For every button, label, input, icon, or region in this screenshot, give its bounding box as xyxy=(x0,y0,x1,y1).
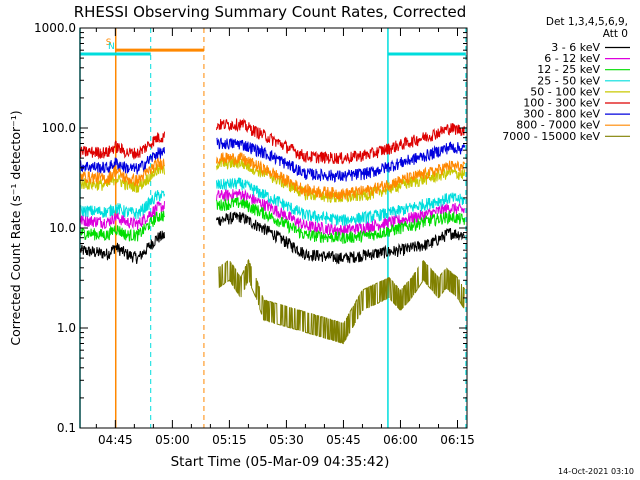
legend-label: 7000 - 15000 keV xyxy=(502,130,600,143)
x-axis: 04:45 05:00 05:15 05:30 05:45 06:00 06:15 xyxy=(95,28,475,447)
y-tick-label: 10.0 xyxy=(49,221,76,235)
legend-label: 6 - 12 keV xyxy=(544,52,600,65)
x-tick-label: 05:30 xyxy=(269,433,304,447)
y-tick-label: 1000.0 xyxy=(34,21,76,35)
series-line xyxy=(80,230,165,265)
series-line xyxy=(216,117,466,165)
x-tick-label: 06:00 xyxy=(383,433,418,447)
series-line xyxy=(80,210,165,242)
series-line xyxy=(80,131,165,160)
x-tick-label: 05:45 xyxy=(326,433,361,447)
series-line xyxy=(80,157,165,187)
series-line xyxy=(216,189,466,237)
y-axis: 0.1 1.0 10.0 100.0 1000.0 xyxy=(34,21,467,435)
legend-label: 25 - 50 keV xyxy=(537,74,600,87)
series-line xyxy=(217,258,466,345)
x-tick-label: 04:45 xyxy=(98,433,133,447)
x-tick-label: 05:00 xyxy=(155,433,190,447)
series-layer xyxy=(80,117,466,345)
legend-label: 3 - 6 keV xyxy=(551,41,600,54)
legend-header-line2: Att 0 xyxy=(603,28,628,40)
series-line xyxy=(80,146,165,175)
x-tick-label: 05:15 xyxy=(212,433,247,447)
y-tick-label: 0.1 xyxy=(57,421,76,435)
x-axis-label: Start Time (05-Mar-09 04:35:42) xyxy=(171,454,390,470)
footer-timestamp: 14-Oct-2021 03:10 xyxy=(558,467,634,476)
y-tick-label: 1.0 xyxy=(57,321,76,335)
legend-label: 12 - 25 keV xyxy=(537,63,600,76)
y-axis-label: Corrected Count Rate (s⁻¹ detector⁻¹) xyxy=(8,110,23,345)
series-line xyxy=(216,211,466,265)
legend-label: 300 - 800 keV xyxy=(523,108,600,121)
x-tick-label: 06:15 xyxy=(440,433,475,447)
series-line xyxy=(216,177,466,226)
y-tick-label: 100.0 xyxy=(42,121,76,135)
legend-label: 50 - 100 keV xyxy=(530,85,600,98)
series-line xyxy=(80,201,165,231)
plot-area: SN 0.1 1.0 10.0 100.0 1000.0 04:45 05:00 05:15… xyxy=(34,21,475,447)
state-bar-label: S xyxy=(106,38,112,48)
legend-label: 100 - 300 keV xyxy=(523,97,600,110)
instrument-state-markers: SN xyxy=(79,28,467,428)
legend-header-line1: Det 1,3,4,5,6,9, xyxy=(546,16,628,28)
series-line xyxy=(216,137,466,183)
state-bar-label: N xyxy=(108,42,115,52)
series-line xyxy=(216,152,466,201)
legend-label: 800 - 7000 keV xyxy=(516,119,600,132)
series-line xyxy=(216,197,466,244)
chart-title: RHESSI Observing Summary Count Rates, Co… xyxy=(74,3,467,21)
series-line xyxy=(80,189,165,220)
